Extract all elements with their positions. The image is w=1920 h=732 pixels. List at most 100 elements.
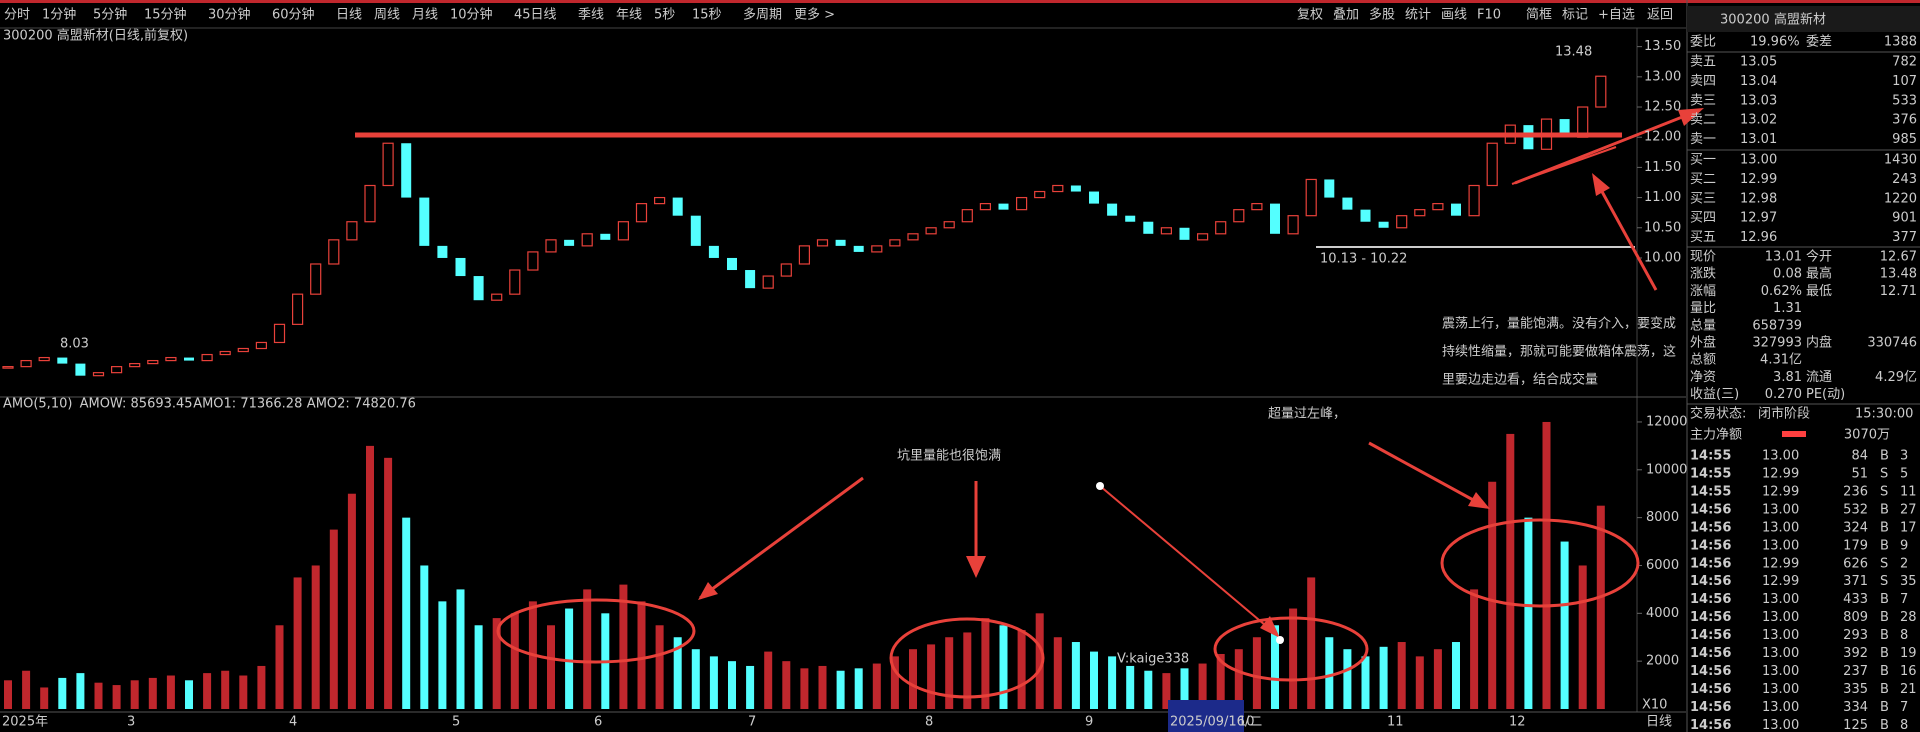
tick-count: 5 — [1900, 466, 1908, 481]
toolbar-button[interactable]: 更多 > — [794, 7, 835, 23]
tick-volume: 237 — [1843, 664, 1868, 679]
y-tick-label: 13.00 — [1644, 69, 1681, 84]
volume-bar — [1271, 625, 1279, 709]
toolbar-button[interactable]: 10分钟 — [450, 7, 493, 23]
toolbar-button[interactable]: 复权 — [1297, 7, 1323, 23]
tick-volume: 324 — [1843, 520, 1868, 535]
chart-title: 300200 高盟新材(日线,前复权) — [3, 28, 188, 44]
candle — [75, 363, 86, 376]
volume-bar — [239, 675, 248, 709]
tick-count: 7 — [1900, 592, 1908, 607]
toolbar-button[interactable]: F10 — [1477, 8, 1501, 23]
arrow — [1099, 485, 1279, 637]
label: 买一 — [1690, 153, 1716, 168]
toolbar-button[interactable]: 简框 — [1526, 7, 1552, 23]
candle — [798, 245, 811, 265]
arrow — [699, 476, 864, 600]
toolbar-button[interactable]: 30分钟 — [208, 7, 251, 23]
label: 卖二 — [1690, 113, 1716, 128]
tick-count: 9 — [1900, 538, 1908, 553]
price: 13.04 — [1740, 74, 1777, 89]
y-tick-label: 6000 — [1646, 558, 1679, 573]
toolbar-button[interactable]: 多周期 — [743, 7, 782, 23]
arrowhead — [966, 556, 986, 578]
toolbar-button[interactable]: 45日线 — [514, 8, 557, 23]
candle — [201, 353, 213, 362]
candle — [564, 239, 575, 246]
volume-bar — [420, 565, 429, 709]
tick-volume: 392 — [1843, 646, 1868, 661]
tick-price: 13.00 — [1762, 646, 1799, 661]
tick-volume: 179 — [1843, 538, 1868, 553]
toolbar-button[interactable]: 分时 — [4, 8, 30, 23]
candle — [255, 341, 267, 350]
price: 13.01 — [1740, 132, 1777, 147]
toolbar-button[interactable]: 画线 — [1441, 8, 1467, 23]
toolbar-button[interactable]: 标记 — [1562, 8, 1588, 23]
x-tick-label: 7 — [748, 715, 756, 730]
candle — [382, 142, 394, 187]
toolbar-button[interactable]: +自选 — [1598, 8, 1635, 23]
value: 3.81 — [1773, 370, 1802, 385]
candle — [1414, 209, 1426, 217]
value: 13.48 — [1880, 267, 1917, 282]
candle — [273, 323, 286, 344]
toolbar-button[interactable]: 周线 — [374, 8, 400, 23]
volume: 1430 — [1884, 153, 1917, 168]
candle — [1305, 178, 1317, 217]
label: 量比 — [1690, 301, 1716, 316]
volume-bar — [1397, 642, 1406, 709]
toolbar-button[interactable]: 15分钟 — [144, 7, 187, 23]
toolbar-button[interactable]: 月线 — [412, 8, 438, 23]
candle — [672, 197, 683, 216]
candle — [889, 239, 901, 247]
toolbar-button[interactable]: 季线 — [578, 8, 604, 23]
volume-bar — [872, 663, 881, 709]
volume-bar — [746, 665, 755, 709]
toolbar-button[interactable]: 15秒 — [692, 8, 722, 23]
toolbar-button[interactable]: 5秒 — [654, 8, 675, 23]
y-tick-label: 12.50 — [1644, 100, 1681, 115]
toolbar-button[interactable]: 60分钟 — [272, 7, 315, 23]
label: 卖三 — [1690, 93, 1716, 108]
tick-price: 13.00 — [1762, 718, 1799, 732]
tick-count: 8 — [1900, 718, 1908, 732]
candle — [1342, 197, 1353, 210]
volume-bar — [945, 637, 954, 709]
candle — [437, 245, 448, 258]
toolbar-button[interactable]: 多股 — [1369, 7, 1395, 23]
volume-bar — [1415, 656, 1424, 709]
volume-bar — [112, 685, 121, 709]
label: 最低 — [1806, 284, 1832, 299]
candle — [1052, 184, 1064, 193]
y-tick-label: 12.00 — [1644, 130, 1681, 145]
tick-price: 13.00 — [1762, 664, 1799, 679]
toolbar-button[interactable]: 叠加 — [1333, 8, 1359, 23]
volume: 243 — [1892, 172, 1917, 187]
volume-bar — [4, 680, 12, 709]
toolbar-button[interactable]: 年线 — [616, 8, 642, 23]
volume: 782 — [1892, 55, 1917, 70]
annotation-shapes — [355, 108, 1701, 699]
volume-bar — [1542, 421, 1551, 709]
volume-bar — [1126, 665, 1135, 709]
toolbar-button[interactable]: 1分钟 — [42, 7, 76, 23]
toolbar-button[interactable]: 日线 — [336, 8, 362, 23]
tick-time: 14:56 — [1690, 592, 1731, 607]
candle — [473, 276, 484, 301]
candle — [1015, 196, 1028, 211]
candle — [237, 347, 249, 353]
arrow — [1368, 441, 1487, 509]
indicator-label: AMOW: 85693.45 — [80, 397, 193, 412]
tick-time: 14:56 — [1690, 520, 1731, 535]
toolbar-button[interactable]: 5分钟 — [93, 7, 127, 23]
toolbar-button[interactable]: 统计 — [1405, 8, 1431, 23]
candle — [907, 233, 919, 241]
toolbar-button[interactable]: 返回 — [1647, 8, 1673, 23]
label: 卖四 — [1690, 74, 1716, 89]
volume-bar — [1071, 642, 1080, 709]
candle — [1468, 184, 1480, 217]
y-tick-label: 12000 — [1646, 414, 1687, 429]
tick-time: 14:56 — [1690, 664, 1731, 679]
volume-bar — [1506, 433, 1515, 709]
